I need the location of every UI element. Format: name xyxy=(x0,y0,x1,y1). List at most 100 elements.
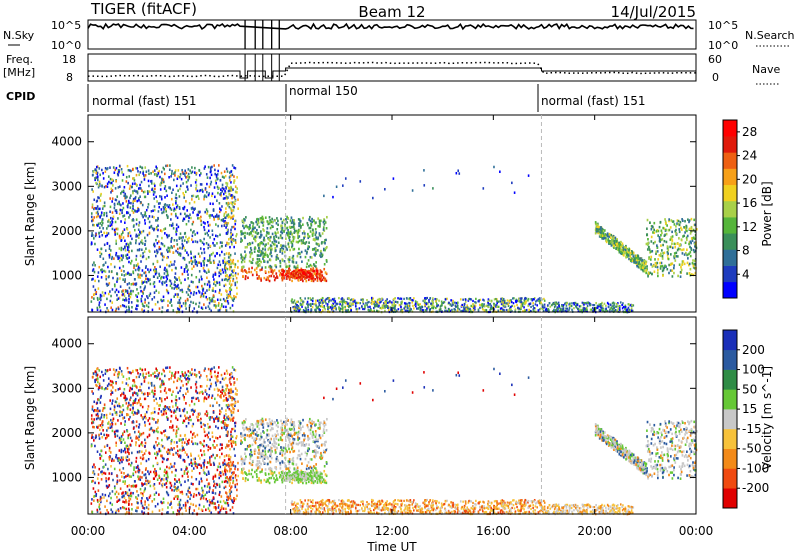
scatter-cell xyxy=(264,271,267,274)
scatter-cell xyxy=(558,305,560,308)
scatter-cell xyxy=(110,465,112,468)
scatter-cell xyxy=(185,266,187,269)
scatter-cell xyxy=(109,221,112,224)
scatter-cell xyxy=(263,253,266,257)
scatter-cell xyxy=(223,284,226,288)
scatter-cell xyxy=(610,236,612,239)
scatter-cell xyxy=(315,231,318,234)
scatter-cell xyxy=(663,239,666,243)
scatter-cell xyxy=(150,172,152,175)
scatter-cell xyxy=(285,272,288,276)
scatter-cell xyxy=(226,197,228,200)
scatter-cell xyxy=(436,305,438,308)
scatter-cell xyxy=(198,305,200,308)
scatter-cell xyxy=(158,307,161,310)
scatter-cell xyxy=(695,228,698,231)
scatter-cell xyxy=(455,302,458,305)
scatter-cell xyxy=(628,257,630,261)
scatter-cell xyxy=(313,263,315,266)
scatter-cell xyxy=(611,241,614,245)
scatter-cell xyxy=(144,239,147,243)
scatter-cell xyxy=(237,207,239,210)
scatter-cell xyxy=(105,214,108,218)
scatter-cell xyxy=(445,309,448,312)
scatter-cell xyxy=(212,259,215,263)
scatter-cell xyxy=(543,306,546,309)
scatter-cell xyxy=(569,304,571,308)
scatter-cell xyxy=(97,214,99,218)
scatter-cell xyxy=(116,227,119,231)
scatter-cell xyxy=(204,194,206,197)
scatter-cell xyxy=(376,300,379,304)
scatter-cell xyxy=(161,254,164,258)
scatter-cell xyxy=(138,267,141,270)
scatter-cell xyxy=(331,305,334,308)
scatter-cell xyxy=(252,227,255,231)
scatter-cell xyxy=(225,369,228,373)
scatter-cell xyxy=(204,412,206,416)
scatter-cell xyxy=(325,260,328,263)
scatter-cell xyxy=(322,305,324,309)
scatter-cell xyxy=(260,218,263,222)
scatter-cell xyxy=(644,266,646,270)
scatter-cell xyxy=(408,301,410,305)
scatter-cell xyxy=(264,248,267,251)
scatter-cell xyxy=(136,288,138,291)
scatter-cell xyxy=(157,442,160,445)
scatter-cell xyxy=(206,392,208,396)
scatter-cell xyxy=(614,236,617,240)
scatter-cell xyxy=(157,172,160,175)
scatter-cell xyxy=(141,290,144,294)
scatter-cell xyxy=(182,302,185,305)
scatter-cell xyxy=(325,279,328,283)
scatter-cell xyxy=(146,233,149,237)
scatter-cell xyxy=(520,304,523,308)
scatter-cell xyxy=(618,245,621,249)
scatter-cell xyxy=(248,259,251,263)
scatter-cell xyxy=(320,249,322,253)
scatter-cell xyxy=(342,298,345,301)
scatter-cell xyxy=(285,265,287,269)
scatter-cell xyxy=(213,280,216,284)
scatter-cell xyxy=(613,302,616,305)
scatter-cell xyxy=(310,273,313,276)
scatter-cell xyxy=(149,268,152,272)
scatter-cell xyxy=(258,259,261,263)
scatter-cell xyxy=(616,309,618,312)
scatter-cell xyxy=(230,372,232,375)
scatter-cell xyxy=(662,226,665,230)
scatter-cell xyxy=(510,308,512,311)
scatter-cell xyxy=(280,269,283,272)
scatter-cell xyxy=(267,232,270,235)
scatter-cell xyxy=(249,242,252,246)
scatter-cell xyxy=(195,477,198,481)
scatter-cell xyxy=(305,275,308,278)
scatter-cell xyxy=(120,235,122,239)
scatter-cell xyxy=(562,307,564,310)
scatter-cell xyxy=(613,239,615,243)
scatter-cell xyxy=(187,495,190,499)
scatter-cell xyxy=(688,262,691,266)
scatter-cell xyxy=(95,292,97,296)
scatter-cell xyxy=(143,214,146,217)
scatter-cell xyxy=(96,384,98,388)
scatter-cell xyxy=(112,217,114,220)
scatter-cell xyxy=(139,230,141,234)
scatter-cell xyxy=(128,301,130,304)
scatter-cell xyxy=(96,165,99,168)
scatter-cell xyxy=(131,249,133,253)
scatter-cell xyxy=(323,267,326,271)
scatter-cell xyxy=(225,266,227,270)
scatter-cell xyxy=(607,305,610,308)
scatter-cell xyxy=(408,307,411,310)
scatter-cell xyxy=(268,238,270,241)
scatter-cell xyxy=(176,177,179,181)
scatter-cell xyxy=(184,212,186,216)
scatter-cell xyxy=(304,297,306,300)
scatter-cell xyxy=(218,483,221,486)
scatter-cell xyxy=(310,222,312,226)
nsearch-tick-top: 10^5 xyxy=(708,19,738,32)
scatter-cell xyxy=(177,175,180,178)
scatter-cell xyxy=(301,260,303,263)
